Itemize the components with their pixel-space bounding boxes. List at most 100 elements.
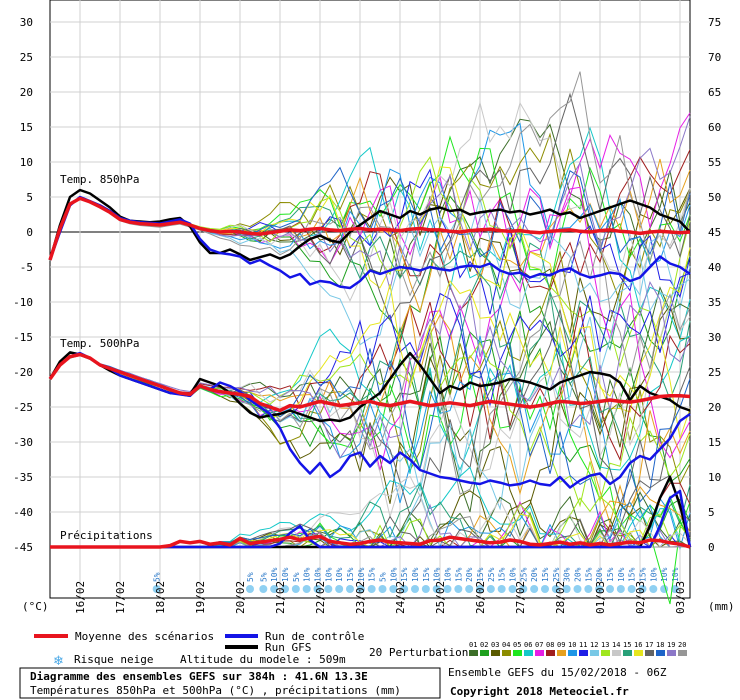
snow-icon [508,585,517,593]
legend: Moyenne des scénarios Run de contrôle Ru… [34,630,687,669]
perturbation-number: 19 [667,641,675,649]
snow-icon [346,585,354,593]
perturbation-number: 18 [656,641,664,649]
x-tick-label: 16/02 [74,581,87,614]
perturbation-number: 09 [557,641,565,649]
perturbation-number: 10 [568,641,576,649]
perturbation-line [49,280,691,459]
x-tick-label: 01/03 [594,581,607,614]
perturbation-swatch [579,650,588,656]
legend-snow: ❄ Risque neige [53,653,153,669]
snow-icon [389,585,398,593]
label-t500: Temp. 500hPa [60,337,139,350]
snow-icon [551,585,560,593]
snow-icon [454,585,463,593]
snow-risk-label: 15% [639,567,648,582]
perturbation-number: 15 [623,641,631,649]
right-tick-label: 0 [708,541,715,554]
snow-risk-label: 25% [487,567,496,582]
snow-icon [291,585,300,593]
perturbation-swatch [480,650,489,656]
left-tick-label: -15 [13,331,33,344]
legend-control-label: Run de contrôle [265,630,364,643]
snow-icon [627,585,636,593]
x-tick-label: 23/02 [354,581,367,614]
legend-gfs-label: Run GFS [265,641,311,654]
snow-icon [465,585,474,593]
snow-icon [606,585,614,593]
snow-icon [486,585,495,593]
series-line-t500 [48,351,691,489]
perturbation-swatch [612,650,621,656]
left-tick-label: 5 [26,191,33,204]
snow-icon [530,585,539,593]
snow-icon [270,585,279,593]
perturbation-number: 12 [590,641,598,649]
perturbation-swatch [513,650,522,656]
snow-risk-label: 5% [153,572,162,582]
snow-risk-label: 20% [530,567,539,582]
perturbation-number: 13 [601,641,609,649]
footer-subtitle: Températures 850hPa et 500hPa (°C) , pré… [30,684,401,697]
snow-icon [400,585,409,593]
left-tick-label: -25 [13,401,33,414]
snow-risk-label: 15% [422,567,431,582]
x-tick-label: 24/02 [394,581,407,614]
legend-mean-label: Moyenne des scénarios [75,630,214,643]
x-tick-label: 02/03 [634,581,647,614]
snow-icon [649,585,658,593]
legend-altitude-label: Altitude du modele : 509m [180,653,346,666]
label-t850: Temp. 850hPa [60,173,139,186]
perturbation-swatch [524,650,533,656]
x-tick-label: 27/02 [514,581,527,614]
right-tick-label: 20 [708,401,721,414]
x-tick-label: 22/02 [314,581,327,614]
snow-icon [562,585,571,593]
series-line-t500 [48,352,691,413]
perturbation-swatch [656,650,665,656]
snow-risk-label: 20% [465,567,474,582]
perturbation-color-legend: 01 02 03 04 05 06 07 08 09 10 11 12 13 14 15 16 17 18 19 20 [469,641,687,656]
perturbation-number: 01 [469,641,477,649]
perturbation-swatch [590,650,599,656]
snow-risk-label: 25% [552,567,561,582]
snow-icon [443,585,452,593]
snow-icon [616,585,625,593]
left-tick-label: -10 [13,296,33,309]
perturbation-number: 04 [502,641,510,649]
perturbation-swatch [491,650,500,656]
legend-perturbations-label: 20 Perturbations [369,646,475,659]
legend-snow-label: Risque neige [74,653,153,666]
snow-icon [324,585,333,593]
perturbation-swatch [557,650,566,656]
snow-risk-label: 25% [519,567,528,582]
snow-icon [356,585,365,593]
left-tick-label: 30 [20,16,33,29]
snow-risk-label: 5% [246,572,255,582]
plot-frame [49,0,691,599]
footer-box [19,667,441,699]
perturbation-number: 14 [612,641,620,649]
snow-risk-label: 10% [324,567,333,582]
left-tick-label: -35 [13,471,33,484]
snow-icon [638,585,647,593]
snow-risk-label: 10% [444,567,453,582]
perturbation-swatch [634,650,643,656]
left-tick-label: -45 [13,541,33,554]
snow-risk-label: 15% [498,567,507,582]
snow-risk-label: 10% [509,567,518,582]
left-tick-label: 10 [20,156,33,169]
snow-icon [259,585,268,593]
series-line-t850 [48,188,691,262]
x-tick-label: 17/02 [114,581,127,614]
snow-risk-label: 15% [541,567,550,582]
snow-risk-label: 10% [270,567,279,582]
right-tick-label: 45 [708,226,721,239]
snow-risk-label: 20% [595,567,604,582]
snow-risk-label: 10% [281,567,290,582]
right-tick-label: 25 [708,366,721,379]
snow-risk-label: 15% [454,567,463,582]
left-tick-label: 20 [20,86,33,99]
snow-risk-label: 30% [563,567,572,582]
